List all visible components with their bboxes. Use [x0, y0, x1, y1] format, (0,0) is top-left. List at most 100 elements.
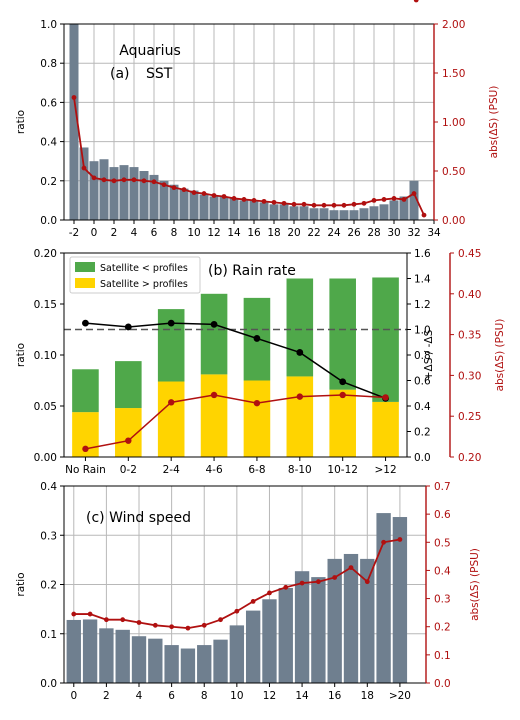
x-tick-label: 12 [207, 227, 220, 239]
bar [249, 200, 259, 220]
bar [392, 517, 408, 683]
bar-satellite-less [372, 277, 399, 402]
bar [219, 196, 229, 220]
y2-tick-label: 0.00 [442, 215, 465, 227]
bar [369, 206, 379, 220]
bar [309, 208, 319, 220]
abs-ds-point [231, 196, 237, 201]
bar [66, 619, 81, 683]
bar [294, 571, 310, 683]
abs-ds-point [271, 199, 277, 205]
bar [149, 174, 159, 220]
x-tick-label: 16 [247, 227, 261, 239]
panel-letter: (a) [110, 66, 130, 82]
x-tick-label: 2 [111, 227, 118, 239]
x-tick-label: 4 [131, 227, 138, 239]
abs-ds-point [120, 617, 126, 623]
x-tick-label: 18 [361, 690, 374, 702]
abs-ds-point [421, 212, 427, 218]
bar [329, 210, 339, 220]
abs-ds-point [391, 196, 397, 201]
bar [339, 210, 349, 220]
abs-ds-point [331, 202, 337, 208]
x-tick-label: 26 [347, 227, 361, 239]
abs-ds-point [291, 201, 297, 207]
y-tick-label: 0.4 [40, 137, 57, 149]
abs-ds-point [131, 177, 137, 183]
x-tick-label: 16 [328, 690, 342, 702]
bar [209, 196, 219, 220]
y-tick-label: 0.4 [40, 481, 57, 493]
x-tick-label: 18 [267, 227, 280, 239]
legend-box [69, 256, 201, 294]
y-tick-label: 0.3 [40, 530, 57, 542]
bar-satellite-less [200, 293, 228, 375]
bar [164, 645, 179, 683]
bar-satellite-greater [329, 389, 356, 457]
abs-ds-point [101, 177, 107, 183]
y-tick-label: 0.1 [40, 629, 57, 641]
abs-ds-point [151, 179, 157, 185]
x-tick-label: 8 [201, 690, 208, 702]
abs-ds-point [125, 437, 132, 444]
ratio-point [253, 335, 261, 342]
ratio-line [85, 322, 386, 400]
y2-tick-label: 0.6 [434, 509, 451, 521]
x-tick-label: 4 [136, 690, 143, 702]
y2-tick-label: 0.2 [434, 622, 451, 634]
bar [379, 204, 389, 220]
y2-tick-label: 1.50 [442, 68, 465, 80]
bar-satellite-less [115, 361, 142, 409]
x-tick-label: 2-4 [163, 464, 180, 476]
bar [279, 204, 289, 220]
x-tick-label: 14 [295, 690, 309, 702]
bar [389, 200, 399, 220]
y3-tick-label: 0.45 [458, 248, 481, 260]
abs-ds-point [371, 198, 377, 203]
x-tick-label: 0-2 [120, 464, 137, 476]
y-axis-label: ratio [15, 572, 27, 596]
x-tick-label: >20 [389, 690, 411, 702]
bar [197, 645, 212, 683]
ratio-point [210, 321, 218, 328]
bar [262, 599, 277, 683]
abs-ds-point [167, 399, 175, 406]
y2-tick-label: 0.6 [414, 376, 431, 388]
abs-ds-point [185, 625, 191, 631]
bar [360, 558, 375, 683]
panel-label: (c) Wind speed [86, 510, 191, 526]
y-tick-label: 0.00 [34, 452, 57, 464]
abs-ds-point [211, 193, 217, 198]
y2-tick-label: 0.1 [434, 650, 451, 662]
x-tick-label: 22 [307, 227, 320, 239]
y-tick-label: 0.20 [34, 248, 57, 260]
bar [189, 190, 199, 220]
bar [289, 206, 299, 220]
y2-axis-label: abs(ΔS) (PSU) [469, 548, 481, 621]
bar [180, 648, 196, 683]
bar [99, 159, 109, 220]
bar-satellite-less [286, 278, 314, 377]
bar [99, 628, 114, 683]
y-tick-label: 0.05 [34, 401, 57, 413]
y2-tick-label: 0.3 [434, 594, 451, 606]
abs-ds-point [71, 95, 77, 100]
abs-ds-point [181, 187, 187, 193]
y2-tick-label: 0.2 [414, 427, 431, 439]
y-tick-label: 1.0 [40, 19, 57, 31]
legend-label-greater: Satellite > profiles [100, 279, 188, 290]
bar-satellite-greater [372, 401, 399, 457]
legend: Satellite < profiles Satellite > profiles [69, 256, 201, 294]
abs-ds-point [221, 194, 227, 199]
y-tick-label: 0.2 [40, 176, 57, 188]
abs-ds-point [364, 579, 370, 585]
abs-ds-point [413, 0, 419, 3]
abs-ds-point [91, 175, 97, 181]
bar [69, 24, 79, 220]
y3-axis-label: abs(ΔS) (PSU) [494, 319, 506, 392]
abs-ds-point [401, 197, 407, 202]
abs-ds-point [296, 393, 304, 400]
bar [89, 161, 99, 220]
bar-satellite-less [329, 278, 356, 390]
